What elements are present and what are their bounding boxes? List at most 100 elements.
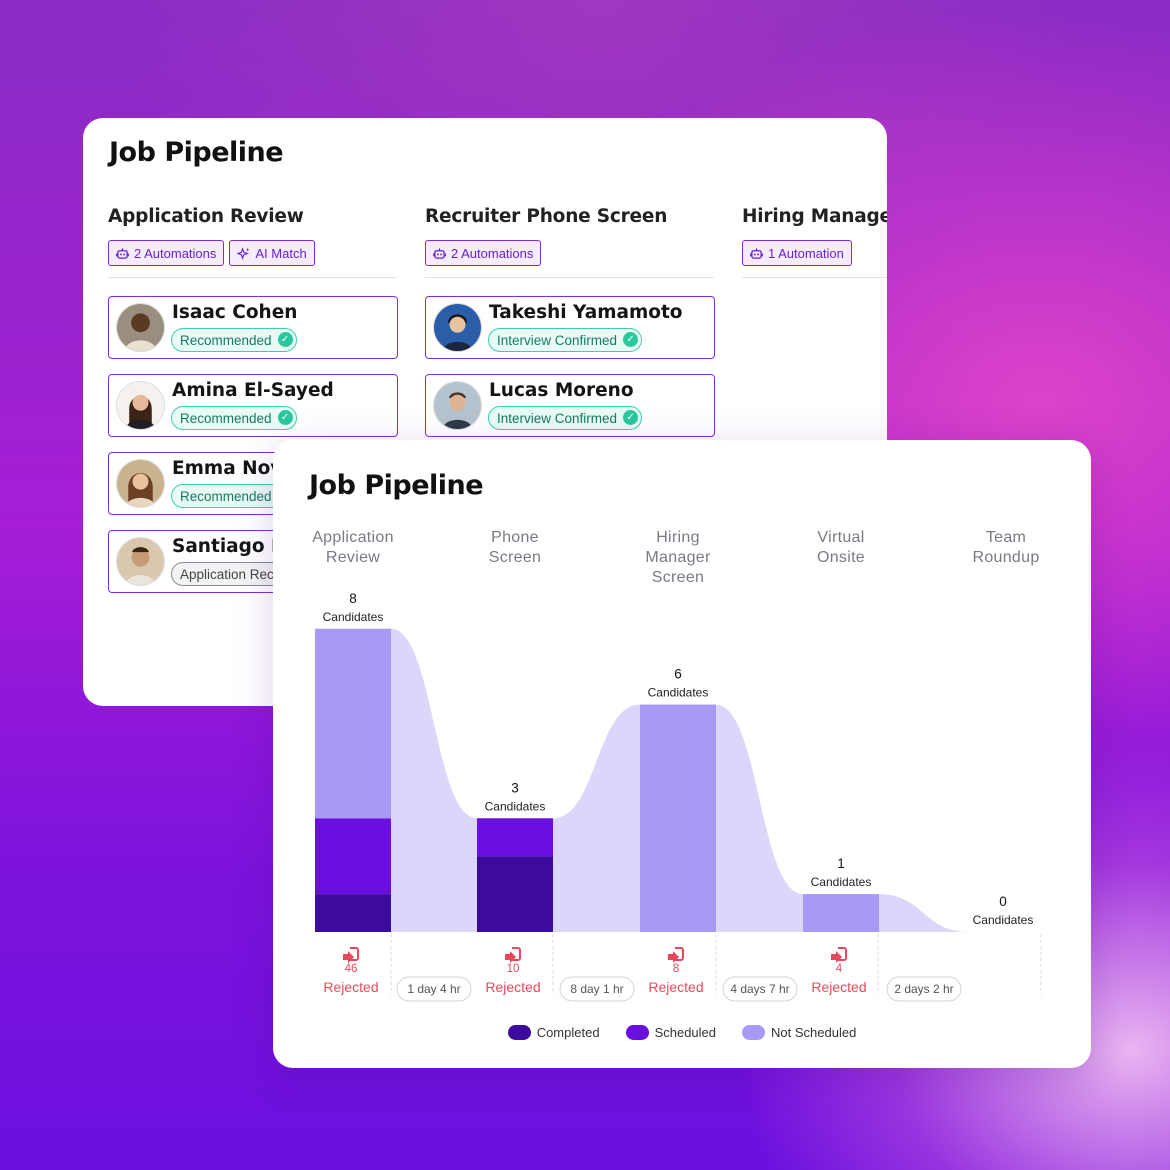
candidate-name: Amina El-Sayed [172,380,334,401]
check-icon: ✓ [623,410,639,425]
stage-label: Phone Screen [445,528,585,568]
rejected-label: Rejected [485,979,540,995]
candidate-card[interactable]: Amina El-Sayed Recommended ✓ [108,374,398,437]
candidate-count: 6 [674,667,682,682]
ai-match-tag[interactable]: AI Match [229,240,315,266]
board-title: Job Pipeline [109,137,284,168]
avatar [433,381,482,430]
stage-label: Hiring Manager Screen [608,528,748,588]
candidate-count: 1 [837,856,845,871]
duration-label: 4 days 7 hr [730,982,789,996]
divider [108,277,397,278]
duration-pill [559,976,635,1002]
rejected-count: 10 [507,963,520,975]
column-recruiter-phone-screen: Recruiter Phone Screen 2 Automations Tak… [425,206,715,437]
candidate-count: 8 [349,591,357,606]
bar-scheduled [315,818,391,895]
automations-tag[interactable]: 2 Automations [425,240,542,266]
status-badge: Interview Confirmed ✓ [488,406,643,430]
status-badge: Recommended ✓ [171,406,297,430]
check-icon: ✓ [277,410,293,425]
stage-label: Virtual Onsite [771,528,911,568]
stage-label: Team Roundup [936,528,1076,568]
avatar [116,381,165,430]
status-label: Application Rec [180,566,274,582]
candidate-count-unit: Candidates [973,913,1034,927]
check-icon: ✓ [623,332,639,347]
column-tags: 1 Automation [742,240,887,266]
bar-not-scheduled [803,894,879,932]
candidate-card[interactable]: Takeshi Yamamoto Interview Confirmed ✓ [425,296,715,359]
status-label: Recommended [180,332,272,348]
duration-label: 1 day 4 hr [407,982,460,996]
avatar [116,303,165,352]
legend-swatch [625,1025,649,1040]
bar-completed [315,894,391,932]
status-label: Interview Confirmed [497,410,618,426]
candidate-name: Lucas Moreno [489,380,634,401]
column-title: Recruiter Phone Screen [425,206,668,227]
exit-icon [350,947,359,961]
divider [742,277,887,278]
duration-pill [396,976,472,1002]
tag-label: 2 Automations [134,245,217,261]
column-tags: 2 Automations [425,240,715,266]
job-pipeline-board-card: Job Pipeline Application Review 2 Automa… [83,118,887,706]
column-title: Hiring Manager [742,206,887,227]
rejected-label: Rejected [323,979,378,995]
status-badge: Interview Confirmed ✓ [488,328,643,352]
stage-label-line: Screen [488,549,542,566]
stage-label-line: Team [985,529,1027,546]
exit-icon-arrow [668,951,679,963]
status-label: Recommended [180,488,272,504]
legend-swatch [507,1025,531,1040]
legend-label: Completed [536,1025,600,1040]
legend-label: Not Scheduled [771,1025,857,1040]
stage-label-line: Manager [645,549,711,566]
automations-tag[interactable]: 1 Automation [742,240,852,266]
column-title: Application Review [108,206,304,227]
bar-scheduled [477,818,553,857]
tag-label: 2 Automations [451,245,534,261]
rejected-label: Rejected [648,979,703,995]
rejected-count: 4 [836,963,843,975]
legend-item: Scheduled [625,1025,716,1040]
stage-label: Application Review [283,528,423,568]
candidate-name: Santiago R [172,536,286,557]
exit-icon-arrow [831,951,842,963]
exit-icon [838,947,847,961]
candidate-count: 0 [999,894,1007,909]
stage-label-line: Application [312,529,394,546]
divider [425,277,714,278]
column-tags: 2 Automations AI Match [108,240,398,266]
duration-label: 2 days 2 hr [894,982,953,996]
pipeline-funnel-chart: 8 Candidates 3 Candidates 6 Candidates 1 Candid… [315,591,1044,1002]
duration-pill [722,976,798,1002]
candidate-name: Emma Nov [172,458,283,479]
duration-pill [886,976,962,1002]
candidate-count-unit: Candidates [323,610,384,624]
candidate-count-unit: Candidates [485,799,546,813]
automations-tag[interactable]: 2 Automations [108,240,225,266]
bar-not-scheduled [315,628,391,819]
rejected-count: 46 [345,963,358,975]
bar-not-scheduled [640,704,716,932]
candidate-card[interactable]: Isaac Cohen Recommended ✓ [108,296,398,359]
candidate-card[interactable]: Lucas Moreno Interview Confirmed ✓ [425,374,715,437]
exit-icon-arrow [505,951,516,963]
stage-label-line: Onsite [816,549,866,566]
tag-label: AI Match [255,245,307,261]
sparkle-icon [237,246,250,260]
candidate-count: 3 [511,780,519,795]
stage-label-line: Hiring [656,529,700,546]
rejected-label: Rejected [811,979,866,995]
avatar [116,459,165,508]
avatar [433,303,482,352]
robot-icon [433,247,446,259]
avatar [116,537,165,586]
rejected-count: 8 [673,963,679,975]
candidate-name: Isaac Cohen [172,302,298,323]
robot-icon [750,247,763,259]
legend-item: Not Scheduled [742,1025,856,1040]
stage-label-line: Phone [491,529,539,546]
